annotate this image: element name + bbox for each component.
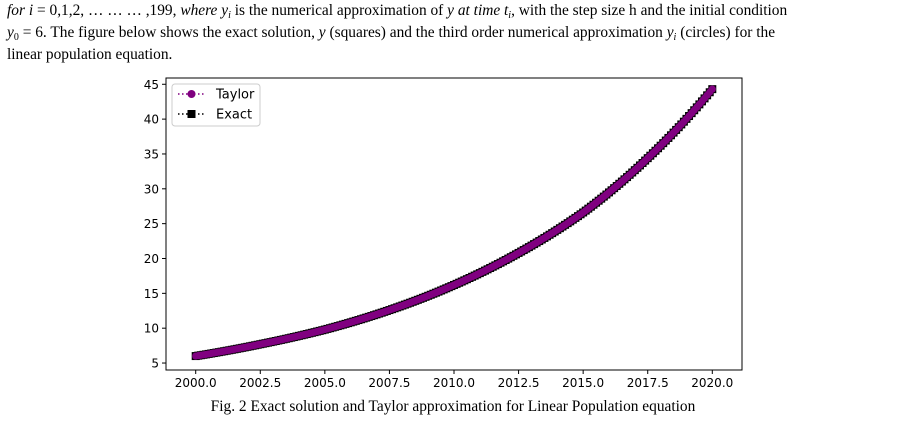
math-index-range: = 0,1,2, … … … ,199, (36, 2, 177, 19)
x-tick-label: 2002.5 (239, 376, 281, 390)
y-tick-label: 10 (144, 322, 159, 336)
intro-paragraph: for i = 0,1,2, … … … ,199, where yi is t… (7, 0, 895, 66)
figure-caption: Fig. 2 Exact solution and Taylor approxi… (210, 398, 696, 415)
x-tick-label: 2015.0 (562, 376, 604, 390)
x-tick-label: 2020.0 (691, 376, 733, 390)
math-yi: yi (221, 2, 231, 21)
math-i: i (28, 2, 34, 19)
paragraph-line-2: y0 = 6. The figure below shows the exact… (7, 22, 895, 44)
x-tick-label: 2005.0 (304, 376, 346, 390)
x-tick-label: 2010.0 (433, 376, 475, 390)
math-y-at-time: y at time ti (447, 2, 512, 21)
text-figure-below: = 6. The figure below shows the exact so… (22, 24, 315, 41)
text-squares: (squares) and the third order numerical … (329, 24, 663, 41)
x-tick-label: 2012.5 (498, 376, 540, 390)
y-tick-label: 5 (151, 357, 159, 371)
text-numerical-approx: is the numerical approximation of (234, 2, 444, 19)
legend: Taylor Exact (171, 83, 261, 127)
y-tick-label: 20 (144, 252, 159, 266)
y-tick-label: 45 (144, 78, 159, 92)
y-tick-label: 25 (144, 217, 159, 231)
legend-exact-marker (187, 110, 196, 118)
text-step-size: , with the step size h and the initial c… (511, 2, 788, 19)
taylor-series (192, 85, 716, 360)
y-tick-label: 35 (144, 147, 159, 161)
legend-taylor-marker (187, 90, 196, 98)
x-tick-label: 2000.0 (175, 376, 217, 390)
paragraph-line-1: for i = 0,1,2, … … … ,199, where yi is t… (7, 0, 895, 22)
math-yi-2: yi (666, 24, 677, 43)
y-tick-label: 15 (144, 287, 159, 301)
taylor-point (708, 85, 716, 93)
math-y: y (318, 24, 326, 41)
math-y0: y0 (7, 24, 19, 43)
legend-taylor-label: Taylor (215, 88, 255, 103)
population-chart: 2000.0 2002.5 2005.0 2007.5 2010.0 2012.5 2015… (144, 77, 743, 390)
y-tick-label: 40 (144, 113, 159, 127)
paragraph-line-3: linear population equation. (7, 46, 173, 63)
text-circles: (circles) for the (680, 24, 776, 41)
math-for: for (7, 2, 25, 19)
y-tick-label: 30 (144, 182, 159, 196)
x-tick-label: 2017.5 (627, 376, 669, 390)
x-axis: 2000.0 2002.5 2005.0 2007.5 2010.0 2012.5 2015… (175, 370, 733, 390)
x-tick-label: 2007.5 (368, 376, 410, 390)
legend-exact-label: Exact (216, 108, 252, 123)
y-axis: 5 10 15 20 25 30 35 40 45 (144, 78, 166, 371)
math-where: where (180, 2, 218, 19)
